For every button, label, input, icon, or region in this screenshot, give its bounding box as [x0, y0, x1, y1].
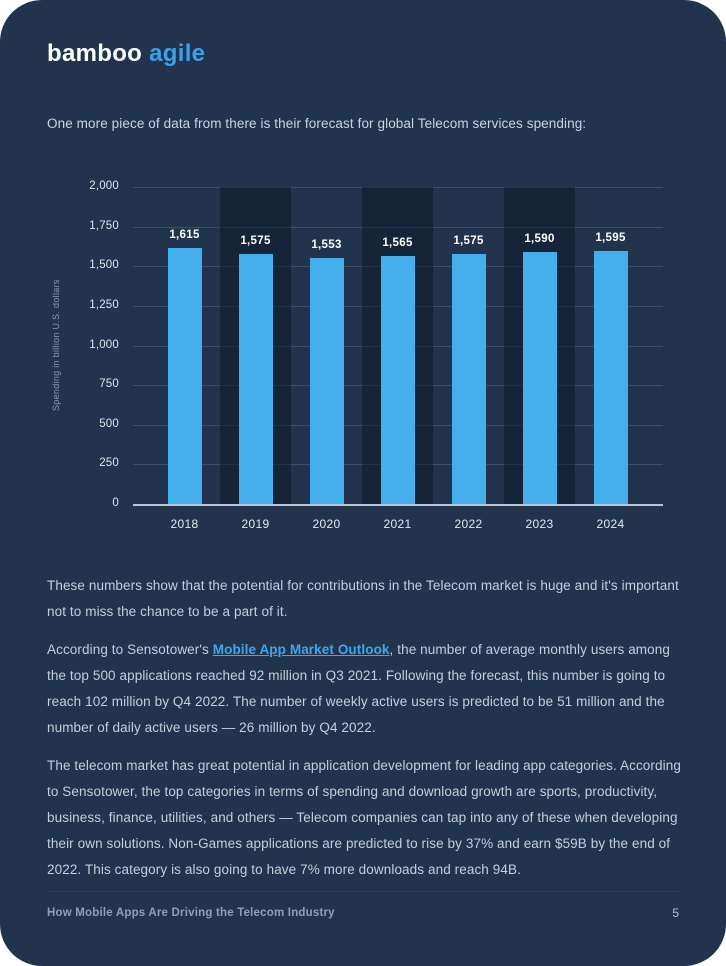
- bar-2023: [522, 252, 557, 504]
- bar-value-label: 1,575: [453, 235, 484, 248]
- bar-2018: [167, 248, 202, 504]
- bar-value-label: 1,595: [595, 232, 626, 245]
- x-tick-label: 2022: [454, 517, 483, 531]
- x-tick-label: 2023: [525, 517, 554, 531]
- bar-value-label: 1,553: [311, 238, 342, 251]
- bar-2019: [238, 254, 273, 504]
- y-tick-label: 2,000: [89, 180, 119, 192]
- body-copy: These numbers show that the potential fo…: [47, 573, 683, 883]
- intro-text: One more piece of data from there is the…: [47, 116, 587, 131]
- x-tick-label: 2019: [241, 517, 270, 531]
- y-tick-label: 250: [99, 457, 119, 470]
- bar-value-label: 1,615: [169, 229, 200, 242]
- paragraph-2: According to Sensotower's Mobile App Mar…: [47, 637, 683, 741]
- y-tick-label: 750: [99, 378, 119, 391]
- y-tick-label: 0: [112, 497, 119, 509]
- bar-2021: [380, 255, 415, 504]
- mobile-app-market-outlook-link[interactable]: Mobile App Market Outlook: [212, 642, 390, 657]
- paragraph-2-after: , the number of average monthly users am…: [47, 642, 670, 735]
- bar-value-label: 1,565: [382, 236, 413, 249]
- category-column: 1,553: [291, 187, 362, 504]
- logo: bamboo agile: [47, 40, 679, 68]
- y-tick-label: 1,500: [89, 259, 119, 272]
- x-tick-label: 2020: [312, 517, 341, 531]
- gridline: [133, 187, 663, 188]
- chart: Spending in billion U.S. dollars 1,615 1,…: [47, 180, 679, 535]
- footer-page-number: 5: [672, 906, 679, 920]
- x-tick-label: 2018: [170, 517, 199, 531]
- footer: How Mobile Apps Are Driving the Telecom …: [47, 891, 679, 920]
- category-column: 1,590: [504, 187, 575, 504]
- y-tick-label: 1,000: [89, 338, 119, 351]
- bar-value-label: 1,590: [524, 233, 555, 245]
- logo-text-primary: bamboo: [47, 40, 143, 67]
- category-column: 1,615: [149, 187, 220, 504]
- category-column: 1,565: [362, 187, 433, 504]
- chart-plot: 1,615 1,575 1,553 1,565 1,575 1,590 1,595: [133, 187, 663, 506]
- logo-text-accent: agile: [149, 40, 206, 67]
- bar-2020: [309, 257, 344, 504]
- y-tick-label: 1,750: [89, 219, 119, 232]
- bar-2024: [593, 251, 628, 504]
- y-tick-label: 500: [99, 417, 119, 430]
- paragraph-1: These numbers show that the potential fo…: [47, 578, 679, 619]
- x-tick-label: 2024: [596, 517, 625, 531]
- x-tick-label: 2021: [383, 517, 412, 531]
- paragraph-2-before: According to Sensotower's: [47, 642, 213, 657]
- bar-value-label: 1,575: [240, 235, 271, 248]
- footer-document-title: How Mobile Apps Are Driving the Telecom …: [47, 907, 335, 919]
- y-tick-label: 1,250: [89, 298, 119, 311]
- category-column: 1,595: [575, 187, 646, 504]
- category-column: 1,575: [220, 187, 291, 504]
- category-column: 1,575: [433, 187, 504, 504]
- bar-2022: [451, 254, 486, 504]
- paragraph-3: The telecom market has great potential i…: [47, 758, 681, 877]
- gridline: [133, 226, 663, 228]
